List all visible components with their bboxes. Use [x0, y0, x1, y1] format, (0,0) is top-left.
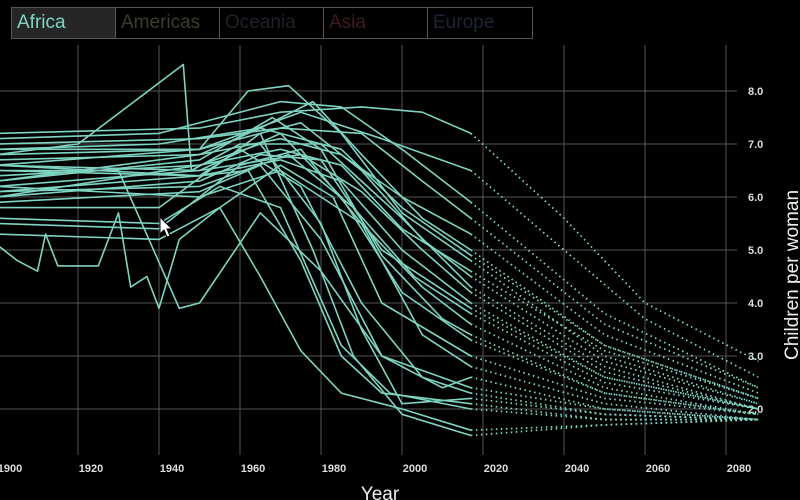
- y-tick-label: 5.0: [748, 245, 763, 257]
- country-projection-line: [470, 233, 759, 394]
- country-history-line: [0, 164, 472, 389]
- country-projection-line: [470, 386, 759, 421]
- legend-europe[interactable]: Europe: [433, 12, 495, 33]
- country-history-line: [0, 164, 472, 357]
- y-tick-label: 4.0: [748, 298, 763, 310]
- country-history-line: [0, 153, 472, 309]
- legend-oceania[interactable]: Oceania: [220, 8, 324, 38]
- country-history-line: [0, 137, 472, 235]
- country-history-line: [0, 132, 472, 437]
- country-history-line: [0, 116, 472, 336]
- y-axis-title: Children per woman: [782, 190, 800, 360]
- country-history-line: [0, 185, 472, 410]
- legend-africa[interactable]: Africa: [12, 8, 116, 38]
- country-projection-line: [470, 312, 759, 410]
- country-history-line: [0, 169, 472, 389]
- country-projection-line: [470, 392, 759, 421]
- x-tick-label: 2040: [565, 463, 589, 475]
- x-tick-label: 1920: [79, 463, 103, 475]
- country-history-line: [0, 127, 472, 256]
- country-history-line: [0, 132, 472, 341]
- y-tick-label: 8.0: [748, 86, 763, 98]
- x-tick-label: 2000: [403, 463, 427, 475]
- country-history-line: [0, 164, 471, 405]
- country-projection-line: [470, 286, 759, 410]
- mouse-cursor-icon: [159, 215, 174, 238]
- x-tick-label: 1980: [322, 463, 346, 475]
- country-history-line: [0, 153, 472, 294]
- country-projection-line: [470, 355, 759, 416]
- country-history-line: [0, 206, 472, 431]
- country-projection-line: [470, 418, 759, 437]
- y-tick-label: 7.0: [748, 139, 763, 151]
- x-tick-label: 2060: [646, 463, 670, 475]
- x-tick-label: 1940: [160, 463, 184, 475]
- country-projection-line: [470, 254, 759, 400]
- y-tick-label: 6.0: [748, 192, 763, 204]
- region-legend: Africa Americas Oceania Asia Europe: [11, 7, 533, 39]
- x-tick-label: 1960: [241, 463, 265, 475]
- x-tick-label: 1900: [0, 463, 22, 475]
- country-history-line: [0, 148, 472, 272]
- country-history-line: [0, 100, 472, 203]
- country-history-line: [0, 106, 472, 135]
- country-history-line: [0, 169, 472, 325]
- legend-asia[interactable]: Asia: [324, 8, 428, 38]
- country-history-line: [0, 111, 472, 172]
- country-projection-line: [470, 270, 759, 400]
- country-projection-line: [470, 376, 759, 421]
- legend-americas[interactable]: Americas: [116, 8, 220, 38]
- country-projection-line: [470, 217, 759, 389]
- country-projection-line: [470, 259, 759, 405]
- country-projection-line: [470, 132, 759, 363]
- country-history-line: [0, 122, 472, 278]
- x-axis-title: Year: [361, 484, 400, 500]
- country-history-line: [0, 148, 472, 368]
- country-projection-line: [470, 169, 759, 379]
- country-projection-line: [470, 302, 759, 410]
- country-projection-line: [470, 418, 759, 432]
- y-tick-label: 3.0: [748, 351, 763, 363]
- x-tick-label: 2080: [727, 463, 751, 475]
- country-projection-line: [470, 365, 759, 421]
- country-history-line: [0, 153, 472, 315]
- country-history-line: [0, 127, 472, 219]
- country-projection-line: [470, 333, 759, 416]
- country-projection-line: [470, 307, 759, 410]
- x-tick-label: 2020: [484, 463, 508, 475]
- country-history-line: [0, 63, 472, 288]
- country-history-line: [0, 159, 472, 304]
- country-projection-line: [470, 291, 759, 410]
